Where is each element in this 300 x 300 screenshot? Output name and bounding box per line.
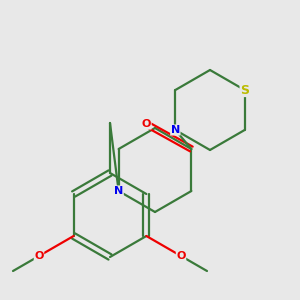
Text: O: O [34,251,44,261]
Text: O: O [142,119,151,129]
Text: N: N [114,186,123,196]
Text: N: N [171,125,180,135]
Text: O: O [176,251,186,261]
Text: S: S [240,83,249,97]
